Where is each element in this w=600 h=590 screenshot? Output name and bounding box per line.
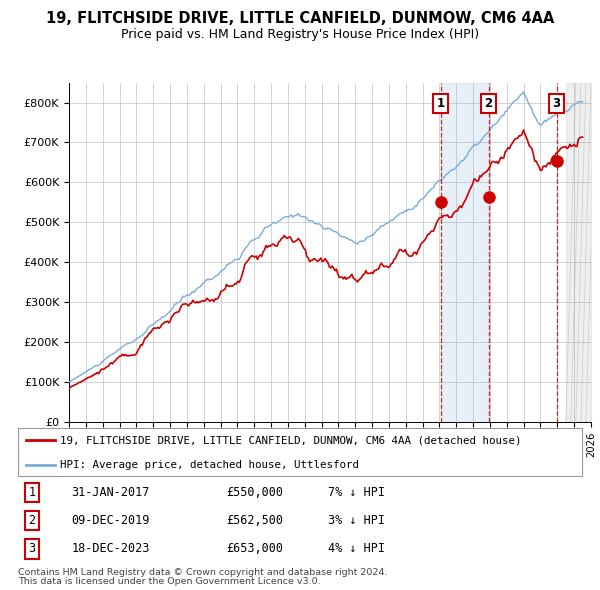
Text: 18-DEC-2023: 18-DEC-2023 <box>71 542 150 555</box>
Text: 3% ↓ HPI: 3% ↓ HPI <box>328 514 385 527</box>
HPI: Average price, detached house, Uttlesford: (2e+03, 2.95e+05): Average price, detached house, Uttlesfor… <box>171 300 178 307</box>
HPI: Average price, detached house, Uttlesford: (2.01e+03, 4.6e+05): Average price, detached house, Uttlesfor… <box>343 235 350 242</box>
Text: 2: 2 <box>485 97 493 110</box>
19, FLITCHSIDE DRIVE, LITTLE CANFIELD, DUNMOW, CM6 4AA (detached house) <box>417 241 424 248</box>
Text: HPI: Average price, detached house, Uttlesford: HPI: Average price, detached house, Uttl… <box>60 460 359 470</box>
19, FLITCHSIDE DRIVE, LITTLE CANFIELD, DUNMOW, CM6 4AA (detached house) <box>343 276 350 283</box>
Text: 31-JAN-2017: 31-JAN-2017 <box>71 486 150 499</box>
Text: 09-DEC-2019: 09-DEC-2019 <box>71 514 150 527</box>
Text: 3: 3 <box>553 97 561 110</box>
Text: 4% ↓ HPI: 4% ↓ HPI <box>328 542 385 555</box>
19, FLITCHSIDE DRIVE, LITTLE CANFIELD, DUNMOW, CM6 4AA (detached house) <box>520 126 527 133</box>
Text: This data is licensed under the Open Government Licence v3.0.: This data is licensed under the Open Gov… <box>18 577 320 586</box>
Line: 19, FLITCHSIDE DRIVE, LITTLE CANFIELD, DUNMOW, CM6 4AA (detached house): 19, FLITCHSIDE DRIVE, LITTLE CANFIELD, D… <box>69 130 583 388</box>
Text: £653,000: £653,000 <box>227 542 284 555</box>
Bar <box>441 83 488 422</box>
Line: HPI: Average price, detached house, Uttlesford: HPI: Average price, detached house, Uttl… <box>69 92 583 382</box>
Text: 1: 1 <box>437 97 445 110</box>
Text: Price paid vs. HM Land Registry's House Price Index (HPI): Price paid vs. HM Land Registry's House … <box>121 28 479 41</box>
Text: £550,000: £550,000 <box>227 486 284 499</box>
Text: 2: 2 <box>29 514 35 527</box>
Text: Contains HM Land Registry data © Crown copyright and database right 2024.: Contains HM Land Registry data © Crown c… <box>18 568 388 576</box>
19, FLITCHSIDE DRIVE, LITTLE CANFIELD, DUNMOW, CM6 4AA (detached house) <box>579 133 586 140</box>
HPI: Average price, detached house, Uttlesford: (2.02e+03, 6.25e+05): Average price, detached house, Uttlesfor… <box>445 169 452 176</box>
Text: £562,500: £562,500 <box>227 514 284 527</box>
HPI: Average price, detached house, Uttlesford: (2.03e+03, 8.02e+05): Average price, detached house, Uttlesfor… <box>579 98 586 105</box>
19, FLITCHSIDE DRIVE, LITTLE CANFIELD, DUNMOW, CM6 4AA (detached house) <box>171 310 178 317</box>
HPI: Average price, detached house, Uttlesford: (2.02e+03, 5.56e+05): Average price, detached house, Uttlesfor… <box>417 196 424 204</box>
Text: 7% ↓ HPI: 7% ↓ HPI <box>328 486 385 499</box>
19, FLITCHSIDE DRIVE, LITTLE CANFIELD, DUNMOW, CM6 4AA (detached house) <box>116 353 123 360</box>
Text: 3: 3 <box>29 542 35 555</box>
HPI: Average price, detached house, Uttlesford: (2.02e+03, 8.27e+05): Average price, detached house, Uttlesfor… <box>520 88 527 96</box>
HPI: Average price, detached house, Uttlesford: (2e+03, 1e+05): Average price, detached house, Uttlesfor… <box>65 378 73 385</box>
Text: 1: 1 <box>29 486 35 499</box>
Text: 19, FLITCHSIDE DRIVE, LITTLE CANFIELD, DUNMOW, CM6 4AA: 19, FLITCHSIDE DRIVE, LITTLE CANFIELD, D… <box>46 11 554 25</box>
HPI: Average price, detached house, Uttlesford: (2e+03, 1.83e+05): Average price, detached house, Uttlesfor… <box>116 345 123 352</box>
Text: 19, FLITCHSIDE DRIVE, LITTLE CANFIELD, DUNMOW, CM6 4AA (detached house): 19, FLITCHSIDE DRIVE, LITTLE CANFIELD, D… <box>60 435 522 445</box>
19, FLITCHSIDE DRIVE, LITTLE CANFIELD, DUNMOW, CM6 4AA (detached house) <box>152 325 160 332</box>
19, FLITCHSIDE DRIVE, LITTLE CANFIELD, DUNMOW, CM6 4AA (detached house) <box>65 385 73 392</box>
HPI: Average price, detached house, Uttlesford: (2e+03, 2.52e+05): Average price, detached house, Uttlesfor… <box>152 318 160 325</box>
19, FLITCHSIDE DRIVE, LITTLE CANFIELD, DUNMOW, CM6 4AA (detached house) <box>445 214 452 221</box>
